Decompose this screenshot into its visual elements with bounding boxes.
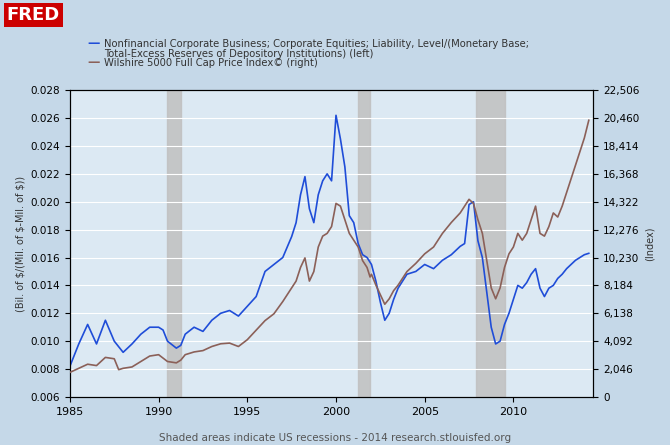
Y-axis label: (Index): (Index) — [645, 227, 655, 261]
Text: —: — — [87, 37, 99, 50]
Y-axis label: (Bil. of $/(Mil. of $-Mil. of $)): (Bil. of $/(Mil. of $-Mil. of $)) — [15, 175, 25, 312]
Text: Wilshire 5000 Full Cap Price Index© (right): Wilshire 5000 Full Cap Price Index© (rig… — [104, 58, 318, 68]
Text: Total-Excess Reserves of Depository Institutions) (left): Total-Excess Reserves of Depository Inst… — [104, 49, 373, 58]
Bar — [476, 90, 505, 397]
Text: —: — — [87, 57, 99, 69]
Text: Nonfinancial Corporate Business; Corporate Equities; Liability, Level/(Monetary : Nonfinancial Corporate Business; Corpora… — [104, 39, 529, 49]
Bar — [358, 90, 370, 397]
Text: Shaded areas indicate US recessions - 2014 research.stlouisfed.org: Shaded areas indicate US recessions - 20… — [159, 433, 511, 442]
Bar — [168, 90, 181, 397]
Text: FRED: FRED — [7, 6, 60, 24]
